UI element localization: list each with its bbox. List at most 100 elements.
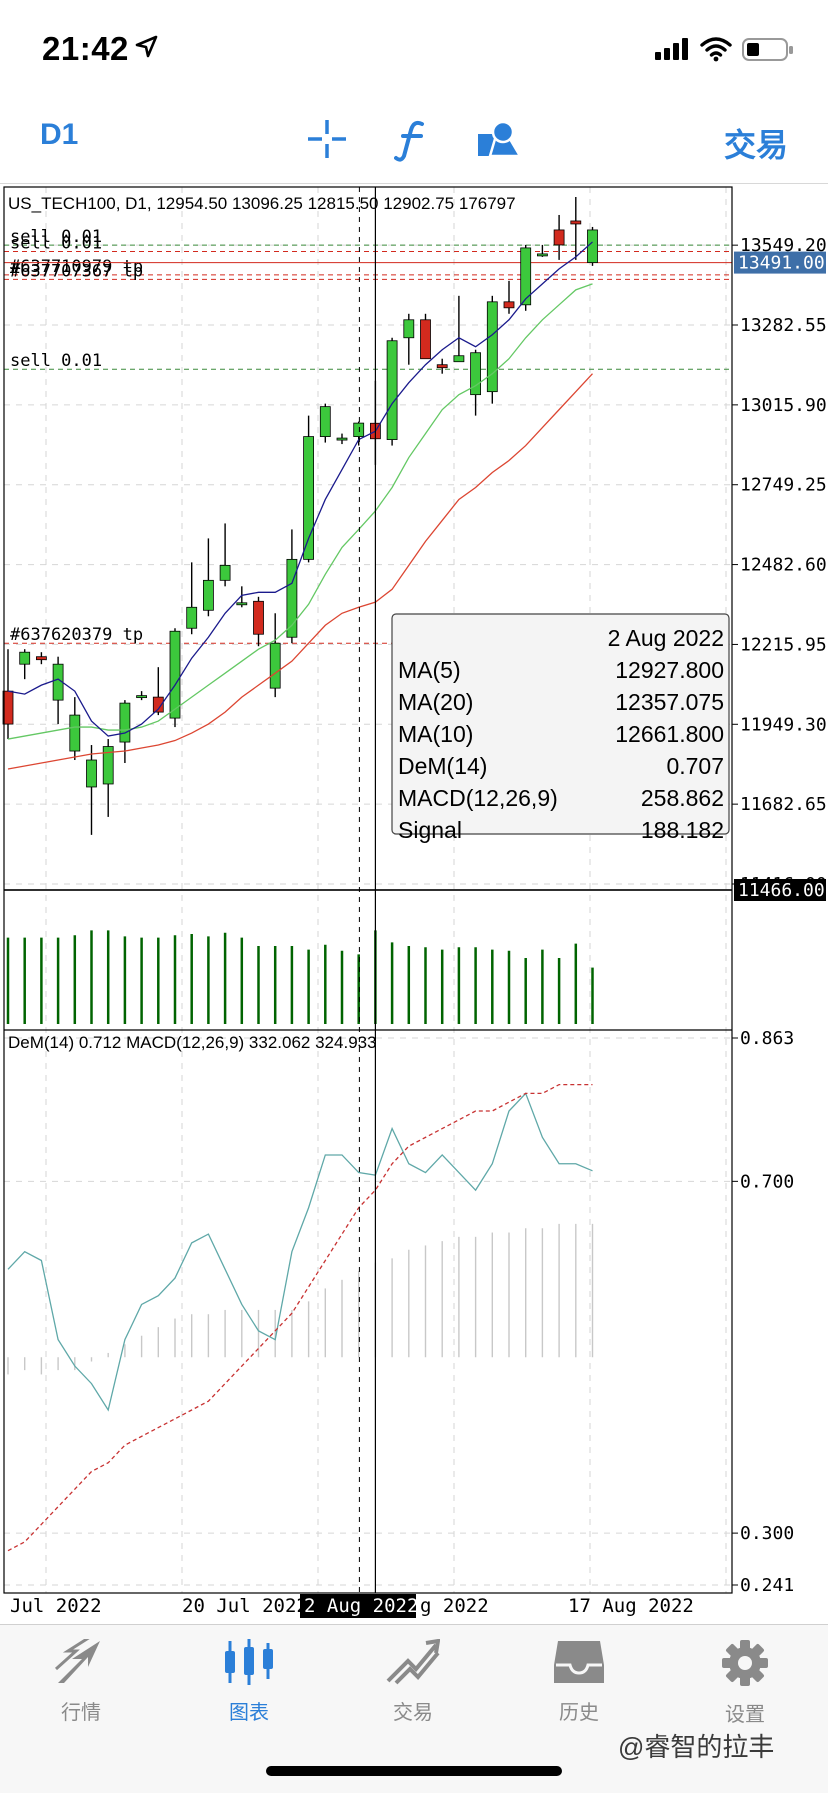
tooltip-date: 2 Aug 2022 <box>608 625 724 651</box>
candle-body-15 <box>253 600 264 635</box>
home-indicator <box>266 1766 562 1776</box>
status-time: 21:42 <box>42 30 129 67</box>
candle-29 <box>486 295 498 404</box>
candle-1 <box>19 649 31 680</box>
candle-body-10 <box>169 630 181 719</box>
candle-body-13 <box>219 564 231 581</box>
trade-button[interactable]: 交易 <box>723 127 788 163</box>
order-label-2: #637710979 tp <box>10 257 143 277</box>
candle-body-31 <box>520 247 532 306</box>
candle-body-23 <box>386 340 398 440</box>
candle-13 <box>219 523 231 587</box>
indicators-icon[interactable] <box>394 118 430 162</box>
volume-bars <box>6 930 594 1024</box>
candle-12 <box>202 538 214 617</box>
dem-line <box>7 1092 593 1412</box>
tab-trade[interactable]: 交易 <box>358 1638 468 1725</box>
candle-body-24 <box>403 319 415 339</box>
timeframe-button[interactable]: D1 <box>40 118 79 151</box>
candle-25 <box>420 313 431 360</box>
candle-34 <box>570 197 582 260</box>
candle-body-14 <box>236 602 248 606</box>
objects-icon[interactable] <box>476 118 522 162</box>
candle-18 <box>303 415 315 563</box>
crosshair-date-badge <box>300 1594 416 1618</box>
tooltip-label-0: MA(5) <box>398 657 461 683</box>
order-label-1: sell 0.01 <box>10 234 102 254</box>
tab-quotes[interactable]: 行情 <box>26 1635 136 1725</box>
candle-body-33 <box>553 229 565 246</box>
candle-body-5 <box>86 759 97 788</box>
tooltip-label-5: Signal <box>398 817 462 843</box>
labels: US_TECH100, D1, 12954.50 13096.25 12815.… <box>8 194 516 1052</box>
tooltip-value-0: 12927.800 <box>615 657 724 683</box>
candle-30 <box>503 280 515 314</box>
crosshair <box>4 187 732 1593</box>
candle-20 <box>336 433 348 445</box>
candle-body-9 <box>152 696 164 713</box>
candle-26 <box>436 358 448 374</box>
candle-body-2 <box>36 656 47 661</box>
settings-icon <box>722 1640 768 1686</box>
date-axis-label-3: 17 Aug 2022 <box>568 1595 694 1617</box>
candle-body-34 <box>570 220 582 225</box>
date-axis-label-2: g 2022 <box>420 1595 489 1617</box>
indicator-axis-label-0: 0.863 <box>740 1028 794 1049</box>
candle-body-1 <box>19 651 31 665</box>
cellular-signal-icon <box>655 38 688 60</box>
ma5-line <box>7 241 593 737</box>
candle-body-16 <box>269 642 281 689</box>
candle-body-27 <box>453 355 465 363</box>
tab-history-label: 历史 <box>559 1702 599 1724</box>
candle-23 <box>386 337 398 446</box>
candle-7 <box>119 700 131 764</box>
battery-icon <box>742 38 793 61</box>
tooltip-label-1: MA(20) <box>398 689 473 715</box>
candle-2 <box>36 652 47 665</box>
crosshair-price-badge <box>734 879 826 901</box>
candle-body-6 <box>102 746 114 785</box>
tab-settings[interactable]: 设置 <box>690 1639 800 1727</box>
tooltip-label-4: MACD(12,26,9) <box>398 785 558 811</box>
candle-body-0 <box>2 690 14 725</box>
date-axis-label-0: Jul 2022 <box>10 1595 102 1617</box>
candle-body-8 <box>136 695 148 699</box>
quotes-icon <box>54 1635 100 1683</box>
crosshair-date-text: 2 Aug 2022 <box>304 1595 418 1617</box>
tooltip-value-5: 188.182 <box>641 817 724 843</box>
candle-21 <box>353 421 365 446</box>
tab-charts-label: 图表 <box>229 1702 269 1724</box>
price-axis-label-7: 11682.65 <box>740 794 827 815</box>
indicator-panel <box>7 1083 594 1552</box>
indicator-header: DeM(14) 0.712 MACD(12,26,9) 332.062 324.… <box>8 1033 377 1052</box>
chart-icon <box>225 1639 273 1685</box>
crosshair-icon[interactable] <box>306 118 348 160</box>
candle-19 <box>319 403 331 443</box>
price-axis-label-2: 13015.90 <box>740 395 827 416</box>
candle-17 <box>286 529 298 644</box>
tab-settings-label: 设置 <box>725 1704 765 1726</box>
candle-body-17 <box>286 558 298 638</box>
chart-header: US_TECH100, D1, 12954.50 13096.25 12815.… <box>8 194 516 213</box>
candle-body-7 <box>119 702 131 743</box>
candle-15 <box>253 596 264 647</box>
candle-10 <box>169 628 181 728</box>
current-price-badge <box>734 251 826 274</box>
tab-charts[interactable]: 图表 <box>194 1639 304 1725</box>
candle-body-32 <box>537 253 548 257</box>
trade-icon <box>386 1638 441 1685</box>
tab-history[interactable]: 历史 <box>524 1639 634 1725</box>
candle-14 <box>236 586 248 608</box>
moving-averages <box>7 241 593 770</box>
tooltip-value-4: 258.862 <box>641 785 724 811</box>
data-window-tooltip: 2 Aug 2022 MA(5) 12927.800 MA(20) 12357.075… <box>391 613 730 843</box>
candle-body-25 <box>420 319 431 360</box>
candle-32 <box>537 244 548 257</box>
candle-body-11 <box>186 606 198 629</box>
candle-8 <box>136 691 148 701</box>
chart-toolbar: D1 交易 <box>0 104 828 184</box>
tooltip-label-2: MA(10) <box>398 721 473 747</box>
price-axis-label-5: 12215.95 <box>740 634 827 655</box>
candle-4 <box>69 697 81 761</box>
